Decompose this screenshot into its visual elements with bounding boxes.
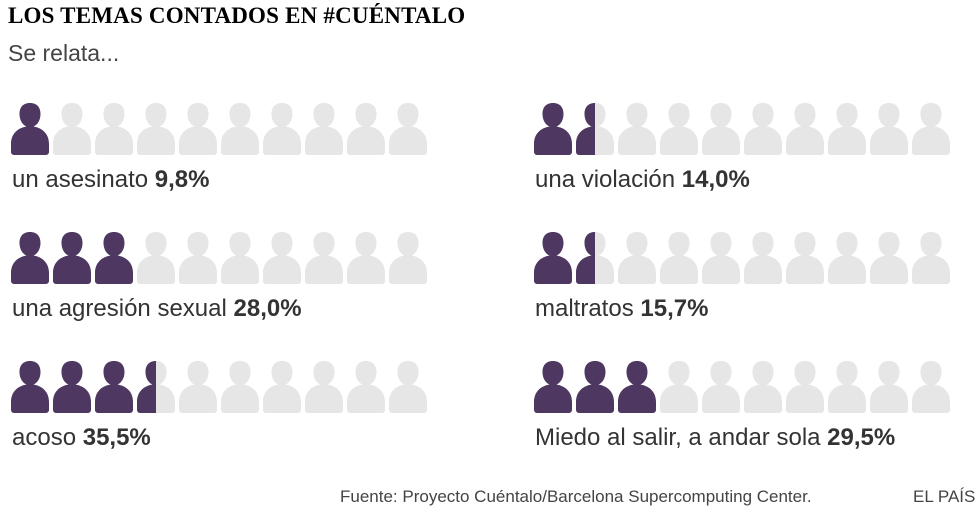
- person-icon: [786, 103, 824, 155]
- person-icon: [95, 361, 133, 413]
- person-icon: [660, 103, 698, 155]
- person-icon: [744, 232, 782, 284]
- pictogram-agresion-sexual: [11, 232, 427, 284]
- item-label: un asesinato: [12, 166, 149, 193]
- person-icon: [347, 232, 385, 284]
- person-icon: [702, 103, 740, 155]
- pictogram-asesinato: [11, 103, 427, 155]
- panel-violacion: una violación 14,0%: [532, 100, 972, 208]
- person-icon: [179, 103, 217, 155]
- person-icon: [11, 361, 49, 413]
- person-icon: [179, 361, 217, 413]
- person-icon: [305, 232, 343, 284]
- pictogram-maltratos: [534, 232, 950, 284]
- person-icon: [744, 361, 782, 413]
- item-label: maltratos: [535, 295, 634, 322]
- person-icon: [389, 361, 427, 413]
- person-icon: [305, 103, 343, 155]
- brand-logo: EL PAÍS: [913, 487, 976, 506]
- label-maltratos: maltratos 15,7%: [535, 295, 708, 323]
- item-value: 35,5%: [82, 424, 151, 451]
- person-icon: [53, 103, 91, 155]
- person-icon: [534, 361, 572, 413]
- chart-subtitle: Se relata...: [8, 40, 120, 66]
- person-icon: [11, 232, 49, 284]
- person-icon: [305, 361, 343, 413]
- source-note: Fuente: Proyecto Cuéntalo/Barcelona Supe…: [340, 487, 812, 506]
- person-icon: [137, 232, 175, 284]
- person-icon: [95, 103, 133, 155]
- pictogram-acoso: [11, 361, 427, 413]
- label-violacion: una violación 14,0%: [535, 166, 750, 194]
- person-icon: [618, 103, 656, 155]
- person-icon: [389, 103, 427, 155]
- person-icon: [576, 232, 614, 284]
- person-icon: [53, 232, 91, 284]
- label-miedo-al-salir: Miedo al salir, a andar sola 29,5%: [535, 424, 895, 452]
- item-value: 9,8%: [154, 166, 210, 193]
- person-icon: [870, 232, 908, 284]
- item-value: 29,5%: [827, 424, 896, 451]
- person-icon: [576, 103, 614, 155]
- person-icon: [347, 103, 385, 155]
- person-icon: [389, 232, 427, 284]
- person-icon: [137, 361, 175, 413]
- person-icon: [702, 361, 740, 413]
- item-label: una violación: [535, 166, 676, 193]
- item-label: Miedo al salir, a andar sola: [535, 424, 821, 451]
- person-icon: [263, 361, 301, 413]
- person-icon: [221, 103, 259, 155]
- person-icon: [660, 232, 698, 284]
- person-icon: [263, 232, 301, 284]
- item-label: una agresión sexual: [12, 295, 227, 322]
- pictogram-miedo-al-salir: [534, 361, 950, 413]
- label-agresion-sexual: una agresión sexual 28,0%: [12, 295, 302, 323]
- item-value: 28,0%: [233, 295, 302, 322]
- person-icon: [534, 103, 572, 155]
- person-icon: [744, 103, 782, 155]
- person-icon: [660, 361, 698, 413]
- person-icon: [828, 232, 866, 284]
- panel-agresion-sexual: una agresión sexual 28,0%: [9, 229, 449, 337]
- item-value: 14,0%: [681, 166, 750, 193]
- panel-maltratos: maltratos 15,7%: [532, 229, 972, 337]
- person-icon: [912, 103, 950, 155]
- person-icon: [347, 361, 385, 413]
- person-icon: [618, 361, 656, 413]
- person-icon: [828, 103, 866, 155]
- person-icon: [870, 103, 908, 155]
- person-icon: [618, 232, 656, 284]
- person-icon: [912, 232, 950, 284]
- person-icon: [221, 361, 259, 413]
- person-icon: [53, 361, 91, 413]
- person-icon: [95, 232, 133, 284]
- panel-miedo-al-salir: Miedo al salir, a andar sola 29,5%: [532, 358, 972, 466]
- pictogram-violacion: [534, 103, 950, 155]
- label-asesinato: un asesinato 9,8%: [12, 166, 209, 194]
- person-icon: [534, 232, 572, 284]
- person-icon: [576, 361, 614, 413]
- person-icon: [137, 103, 175, 155]
- panel-acoso: acoso 35,5%: [9, 358, 449, 466]
- person-icon: [786, 361, 824, 413]
- person-icon: [870, 361, 908, 413]
- person-icon: [263, 103, 301, 155]
- person-icon: [828, 361, 866, 413]
- chart-title: LOS TEMAS CONTADOS EN #CUÉNTALO: [8, 3, 466, 28]
- person-icon: [702, 232, 740, 284]
- person-icon: [786, 232, 824, 284]
- panel-asesinato: un asesinato 9,8%: [9, 100, 449, 208]
- person-icon: [179, 232, 217, 284]
- person-icon: [11, 103, 49, 155]
- item-label: acoso: [12, 424, 77, 451]
- item-value: 15,7%: [640, 295, 709, 322]
- label-acoso: acoso 35,5%: [12, 424, 151, 452]
- person-icon: [912, 361, 950, 413]
- person-icon: [221, 232, 259, 284]
